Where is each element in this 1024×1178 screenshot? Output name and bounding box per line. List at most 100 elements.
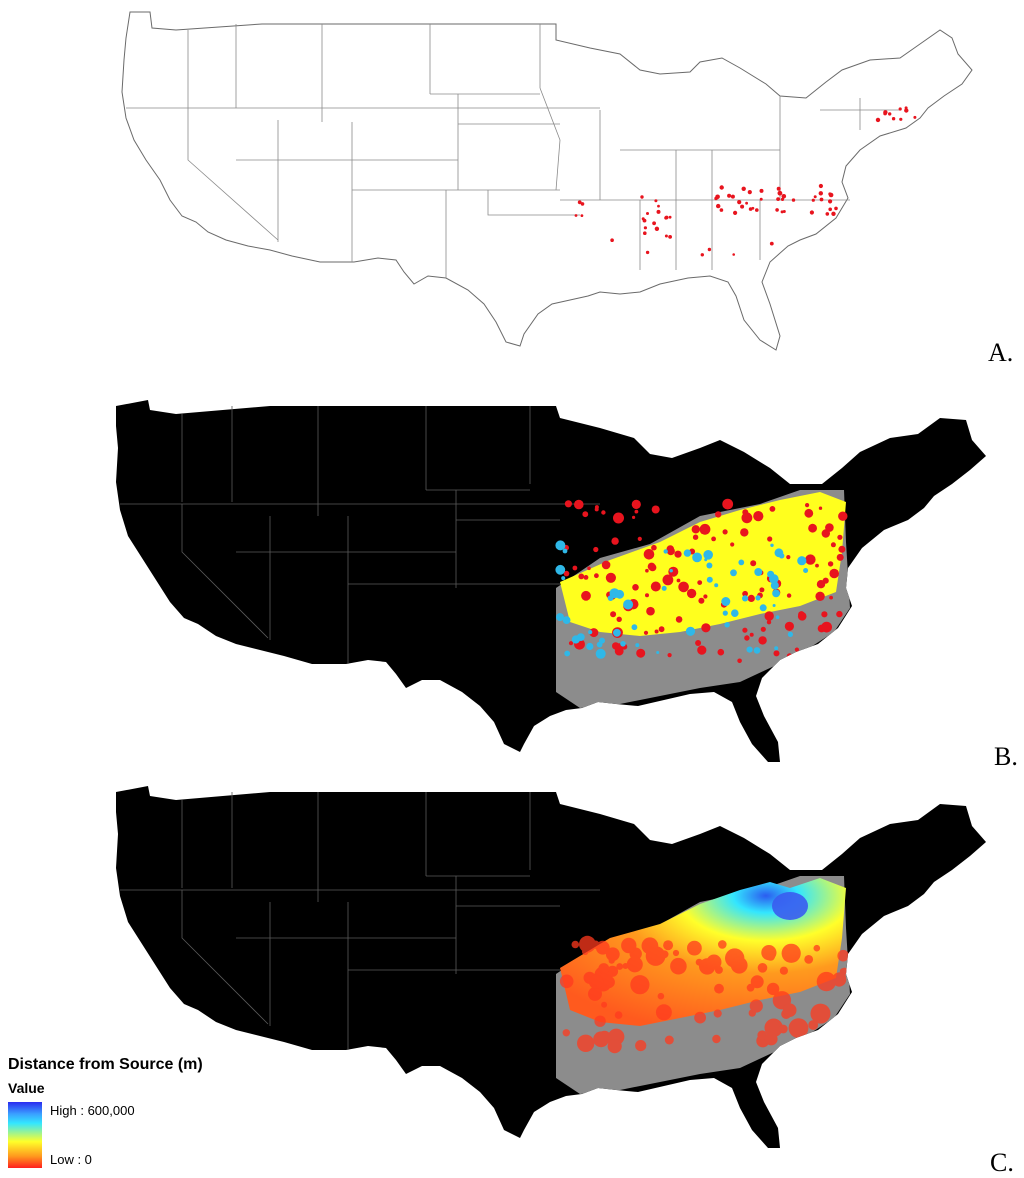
class-patch-red <box>578 573 585 580</box>
hot-spot <box>630 975 650 995</box>
class-patch-red <box>651 505 660 514</box>
hot-spot <box>746 983 755 992</box>
class-patch-red <box>786 593 792 598</box>
class-patch-red <box>711 536 716 542</box>
hot-spot <box>598 963 610 974</box>
class-patch-red <box>815 563 819 568</box>
class-patch-red <box>837 534 843 540</box>
source-point <box>780 197 785 201</box>
class-patch-red <box>605 572 617 583</box>
hot-spot <box>779 966 789 975</box>
hot-spot <box>788 1018 809 1038</box>
class-patch-cyan <box>586 642 594 651</box>
class-patch-red <box>785 624 791 630</box>
hot-spot <box>562 1029 570 1037</box>
class-patch-cyan <box>656 651 660 654</box>
hot-spot <box>841 967 848 975</box>
class-patch-red <box>797 612 807 621</box>
legend-title: Distance from Source (m) <box>8 1056 203 1073</box>
source-point <box>834 206 838 211</box>
source-point <box>775 208 779 212</box>
class-patch-red <box>829 595 833 600</box>
source-point <box>740 204 745 209</box>
source-locations <box>574 106 917 257</box>
class-patch-red <box>589 628 599 638</box>
class-patch-cyan <box>755 595 761 601</box>
source-point <box>883 110 888 115</box>
class-patch-red <box>769 506 776 512</box>
hot-spot <box>749 999 763 1013</box>
hot-spot <box>808 1020 819 1030</box>
source-point <box>776 197 780 202</box>
class-patch-red <box>740 528 749 537</box>
source-point <box>755 208 759 212</box>
class-patch-red <box>645 593 649 598</box>
class-patch-red <box>838 511 848 521</box>
source-point <box>818 191 823 196</box>
hot-spot <box>694 1011 706 1024</box>
class-patch-red <box>747 594 755 602</box>
class-patch-red <box>574 499 584 510</box>
class-patch-red <box>773 650 780 657</box>
hot-spot <box>660 950 669 959</box>
class-patch-cyan <box>595 648 606 659</box>
panel-label-b: B. <box>994 742 1018 771</box>
class-patch-cyan <box>797 556 807 566</box>
class-patch-cyan <box>787 655 793 662</box>
source-point <box>745 201 748 205</box>
source-point <box>580 214 584 218</box>
source-point <box>656 209 661 214</box>
class-patch-cyan <box>623 599 634 610</box>
hot-spot <box>766 951 776 961</box>
panel-a: A. <box>0 0 1024 380</box>
class-patch-red <box>667 653 672 658</box>
class-patch-cyan <box>738 559 745 566</box>
hot-spot <box>791 1036 811 1057</box>
class-patch-red <box>717 648 725 656</box>
class-patch-red <box>759 587 765 593</box>
hot-spot <box>730 956 748 974</box>
source-point <box>747 190 752 195</box>
class-patch-red <box>821 621 832 633</box>
class-patch-red <box>722 529 728 535</box>
class-patch-red <box>697 645 707 655</box>
source-point <box>813 195 817 199</box>
hot-spot <box>764 1018 783 1037</box>
class-patch-cyan <box>746 646 753 653</box>
class-patch-red <box>786 653 793 659</box>
class-patch-red <box>815 651 821 657</box>
source-point <box>913 115 917 119</box>
source-point <box>610 238 614 242</box>
hot-spot <box>605 947 620 962</box>
source-point <box>668 215 672 219</box>
class-patch-cyan <box>779 553 785 559</box>
hot-spot <box>750 975 764 989</box>
class-patch-red <box>610 611 617 618</box>
source-point <box>654 199 658 203</box>
source-point <box>727 193 732 198</box>
class-patch-red <box>815 591 825 601</box>
class-patch-red <box>654 629 659 634</box>
hot-spot <box>699 958 716 975</box>
class-patch-red <box>583 575 589 580</box>
class-patch-red <box>674 550 682 558</box>
source-point <box>759 197 763 201</box>
class-patch-red <box>760 626 766 632</box>
class-patch-red <box>563 570 570 577</box>
source-point <box>737 200 742 205</box>
class-patch-red <box>699 523 711 535</box>
source-point <box>716 203 721 209</box>
source-point <box>577 200 582 205</box>
class-patch-cyan <box>774 646 779 651</box>
hot-spot <box>588 974 604 989</box>
class-patch-red <box>838 545 846 553</box>
hot-spot <box>827 1022 844 1039</box>
hot-spot <box>670 957 687 975</box>
class-patch-red <box>636 648 646 658</box>
class-patch-red <box>697 580 703 585</box>
class-patch-red <box>827 561 834 567</box>
class-patch-red <box>564 500 573 508</box>
source-point <box>818 183 824 189</box>
class-patch-red <box>611 537 619 545</box>
class-patch-red <box>645 568 649 573</box>
